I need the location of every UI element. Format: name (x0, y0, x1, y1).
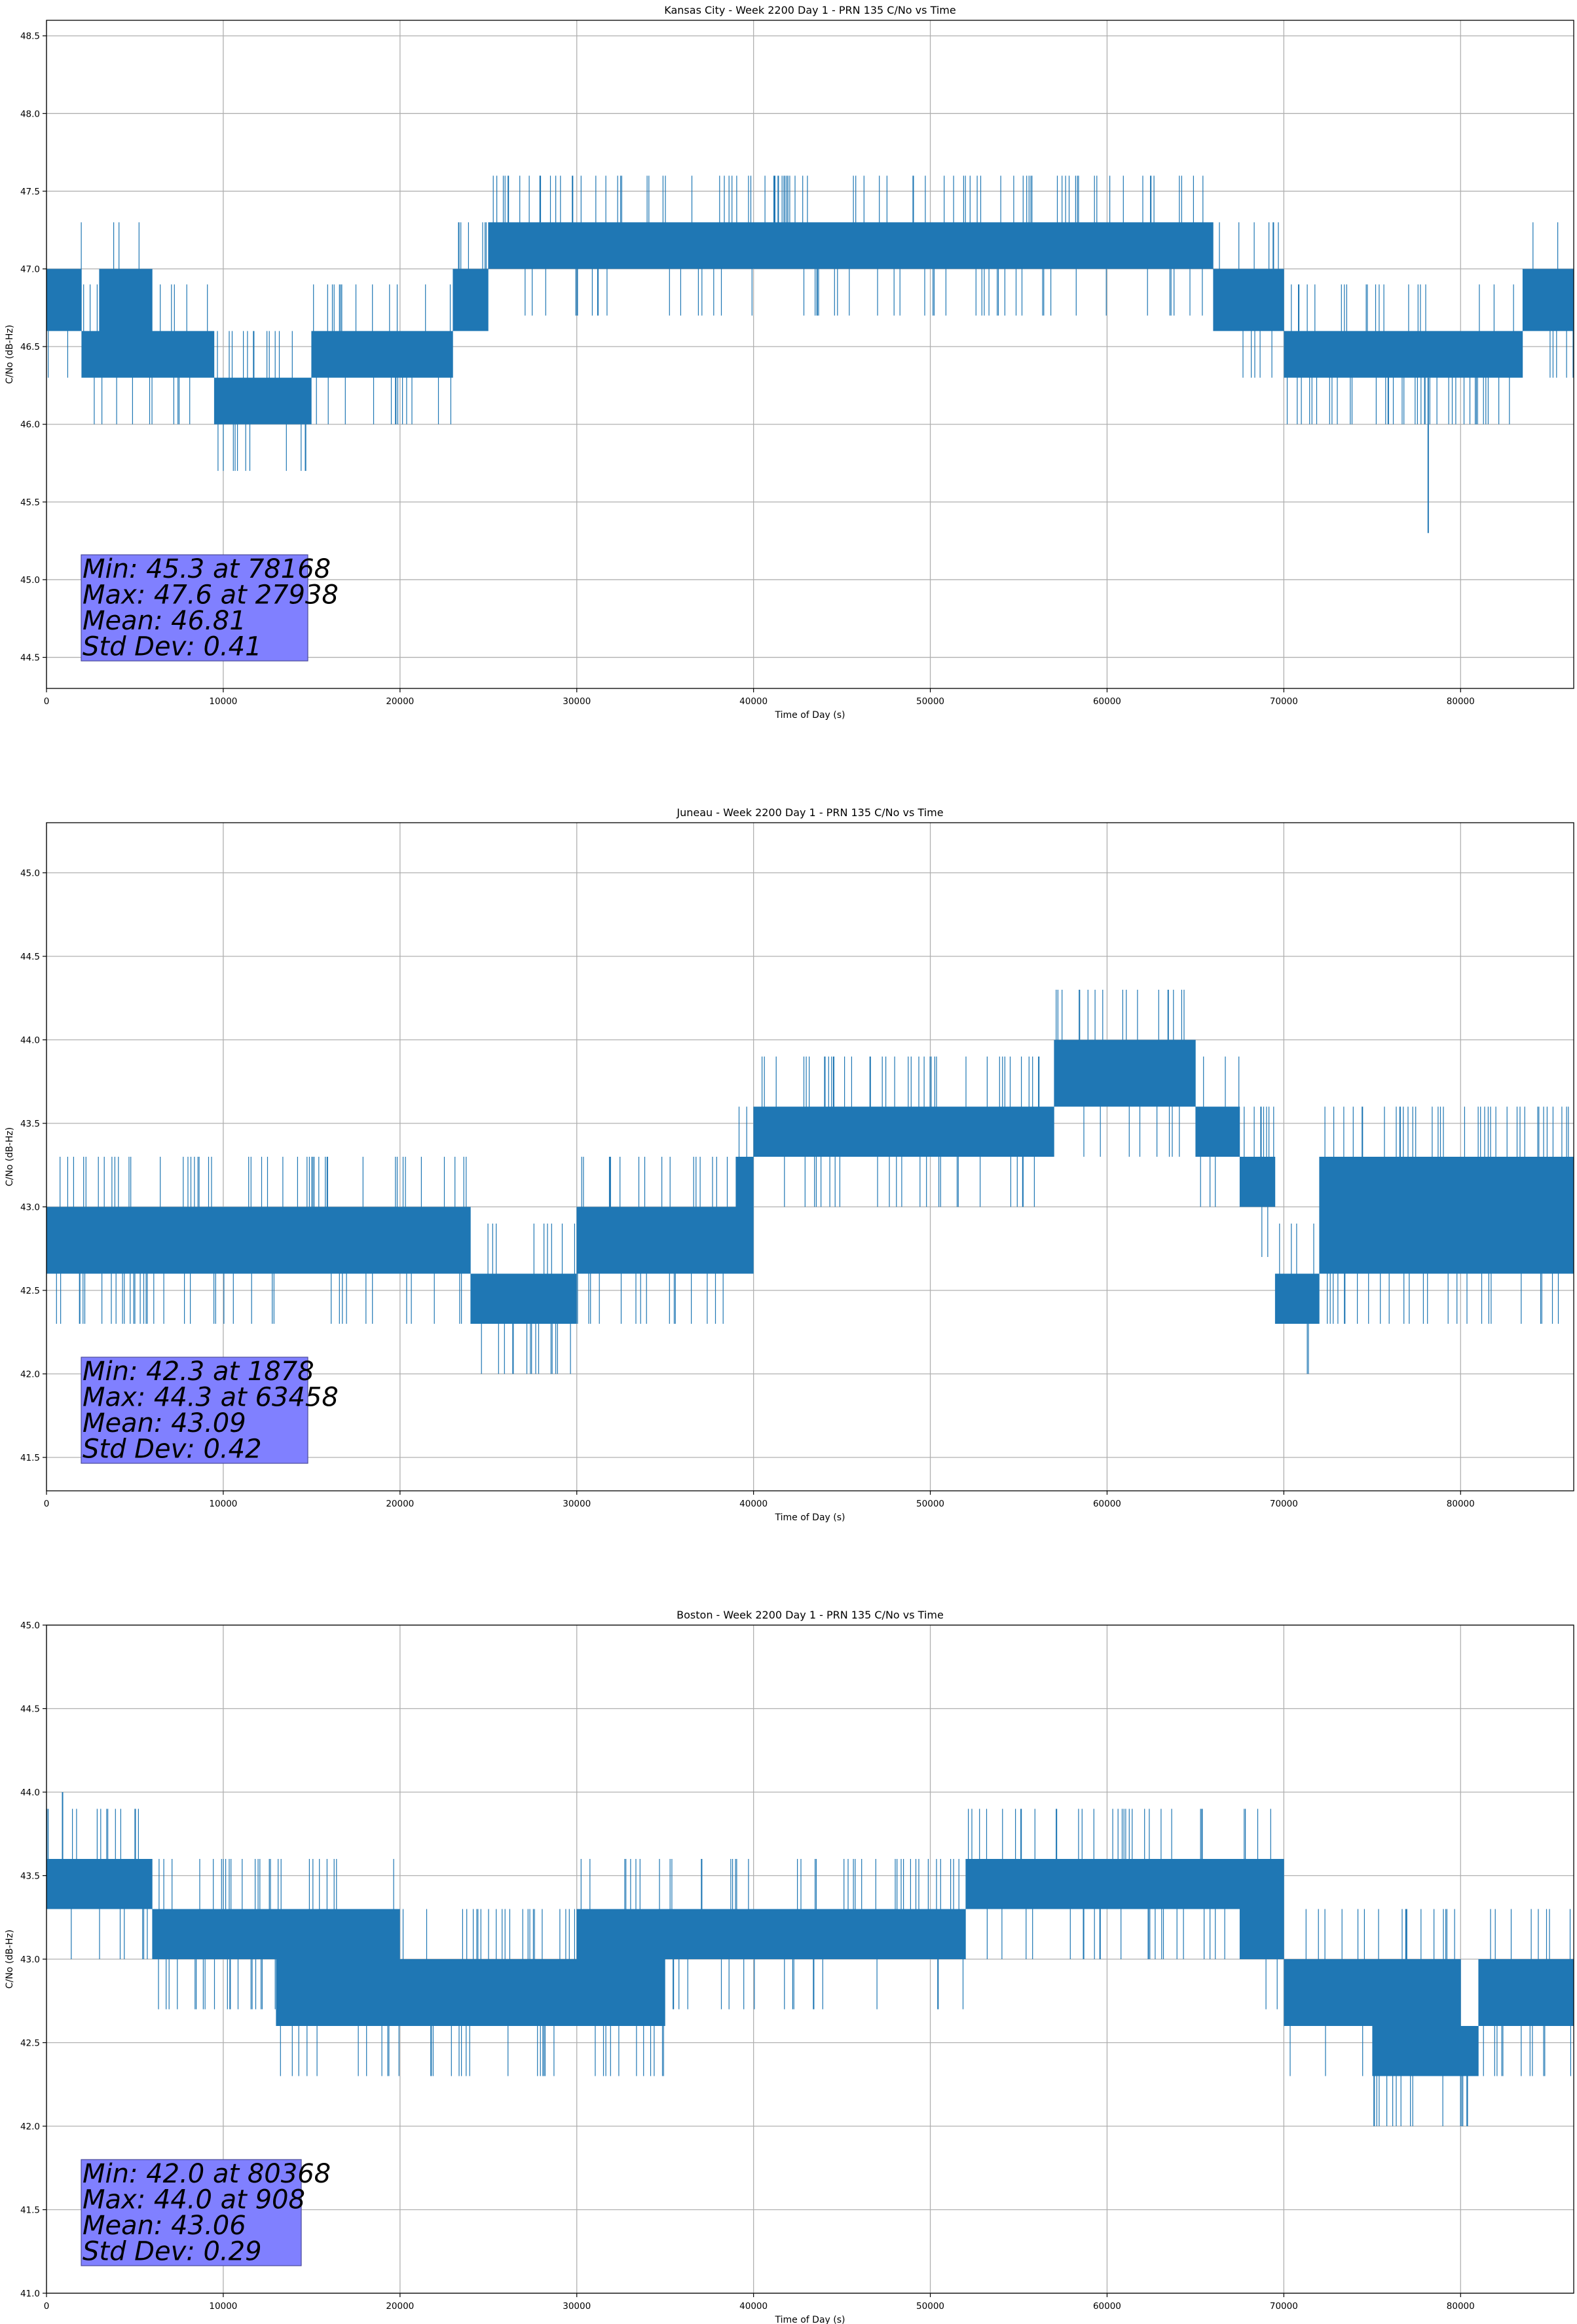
stats-line: Mean: 43.09 (83, 1408, 246, 1438)
x-tick-label: 50000 (916, 2301, 944, 2312)
y-tick-label: 48.5 (20, 31, 40, 42)
x-tick-label: 60000 (1093, 1499, 1121, 1509)
x-tick-label: 70000 (1270, 2301, 1298, 2312)
chart-title: Boston - Week 2200 Day 1 - PRN 135 C/No … (677, 1609, 944, 1621)
stats-line: Max: 44.3 at 63458 (83, 1383, 339, 1413)
x-tick-label: 0 (44, 1499, 50, 1509)
stats-line: Std Dev: 0.29 (83, 2237, 262, 2267)
stats-box-background (81, 2159, 302, 2266)
x-tick-label: 30000 (563, 1499, 591, 1509)
y-axis-label: C/No (dB-Hz) (5, 1930, 15, 1989)
x-tick-label: 80000 (1447, 1499, 1475, 1509)
y-tick-label: 43.0 (20, 1955, 40, 1965)
y-tick-label: 47.0 (20, 265, 40, 275)
x-tick-label: 80000 (1447, 2301, 1475, 2312)
y-tick-label: 43.5 (20, 1119, 40, 1129)
y-tick-label: 42.0 (20, 2122, 40, 2132)
x-axis-label: Time of Day (s) (775, 2315, 845, 2324)
y-tick-label: 44.0 (20, 1788, 40, 1798)
x-tick-label: 80000 (1447, 696, 1475, 707)
stats-line: Min: 45.3 at 78168 (83, 554, 331, 584)
x-tick-label: 40000 (739, 2301, 768, 2312)
stats-line: Max: 44.0 at 908 (83, 2185, 305, 2215)
x-tick-label: 20000 (386, 1499, 414, 1509)
stats-line: Mean: 46.81 (83, 606, 246, 636)
x-tick-label: 70000 (1270, 1499, 1298, 1509)
y-tick-label: 42.0 (20, 1370, 40, 1380)
x-tick-label: 20000 (386, 696, 414, 707)
y-tick-label: 44.5 (20, 653, 40, 664)
y-axis-label: C/No (dB-Hz) (5, 1127, 15, 1186)
stats-line: Std Dev: 0.41 (83, 632, 262, 662)
x-tick-label: 0 (44, 696, 50, 707)
chart-title: Kansas City - Week 2200 Day 1 - PRN 135 … (664, 4, 955, 16)
x-axis-label: Time of Day (s) (775, 710, 845, 721)
x-tick-label: 60000 (1093, 2301, 1121, 2312)
x-tick-label: 50000 (916, 1499, 944, 1509)
axes-frame (46, 20, 1574, 689)
series-line (46, 990, 1574, 1374)
y-axis-label: C/No (dB-Hz) (5, 325, 15, 384)
x-tick-label: 30000 (563, 2301, 591, 2312)
y-tick-label: 45.0 (20, 869, 40, 879)
x-tick-label: 20000 (386, 2301, 414, 2312)
x-tick-label: 40000 (739, 696, 768, 707)
y-tick-label: 44.5 (20, 952, 40, 962)
y-tick-label: 44.5 (20, 1704, 40, 1715)
y-tick-label: 41.0 (20, 2289, 40, 2299)
y-tick-label: 44.0 (20, 1036, 40, 1046)
x-tick-label: 10000 (209, 696, 237, 707)
y-tick-label: 45.0 (20, 575, 40, 586)
stats-box-background (81, 1357, 308, 1464)
subplot-3: 0 10000 20000 30000 40000 50000 60000 70000 8000… (5, 1609, 1574, 2324)
y-tick-label: 41.5 (20, 1453, 40, 1463)
y-tick-label: 43.5 (20, 1871, 40, 1882)
subplot-2: 0 10000 20000 30000 40000 50000 60000 70000 8000… (5, 806, 1574, 1523)
y-tick-label: 42.5 (20, 1286, 40, 1296)
axes-frame (46, 1624, 1574, 2294)
subplot-1: 0 10000 20000 30000 40000 50000 60000 70000 8000… (5, 4, 1574, 721)
y-tick-label: 46.5 (20, 342, 40, 352)
series-line (46, 1792, 1574, 2126)
x-tick-label: 30000 (563, 696, 591, 707)
x-tick-label: 40000 (739, 1499, 768, 1509)
x-tick-label: 60000 (1093, 696, 1121, 707)
stats-box-background (81, 554, 308, 662)
axes-frame (46, 822, 1574, 1491)
y-tick-label: 41.5 (20, 2205, 40, 2216)
x-tick-label: 10000 (209, 2301, 237, 2312)
x-tick-label: 70000 (1270, 696, 1298, 707)
stats-line: Std Dev: 0.42 (83, 1434, 262, 1465)
x-tick-label: 10000 (209, 1499, 237, 1509)
stats-line: Mean: 43.06 (83, 2211, 246, 2241)
chart-title: Juneau - Week 2200 Day 1 - PRN 135 C/No … (676, 806, 943, 819)
x-tick-label: 0 (44, 2301, 50, 2312)
stats-line: Min: 42.0 at 80368 (83, 2159, 331, 2189)
y-tick-label: 48.0 (20, 109, 40, 119)
y-tick-label: 42.5 (20, 2038, 40, 2049)
y-tick-label: 43.0 (20, 1203, 40, 1213)
y-tick-label: 47.5 (20, 187, 40, 197)
y-tick-label: 45.0 (20, 1621, 40, 1631)
x-axis-label: Time of Day (s) (775, 1512, 845, 1523)
stats-line: Max: 47.6 at 27938 (83, 580, 339, 610)
series-line (46, 176, 1574, 533)
y-tick-label: 46.0 (20, 420, 40, 430)
y-tick-label: 45.5 (20, 497, 40, 508)
stats-line: Min: 42.3 at 1878 (83, 1357, 314, 1387)
x-tick-label: 50000 (916, 696, 944, 707)
